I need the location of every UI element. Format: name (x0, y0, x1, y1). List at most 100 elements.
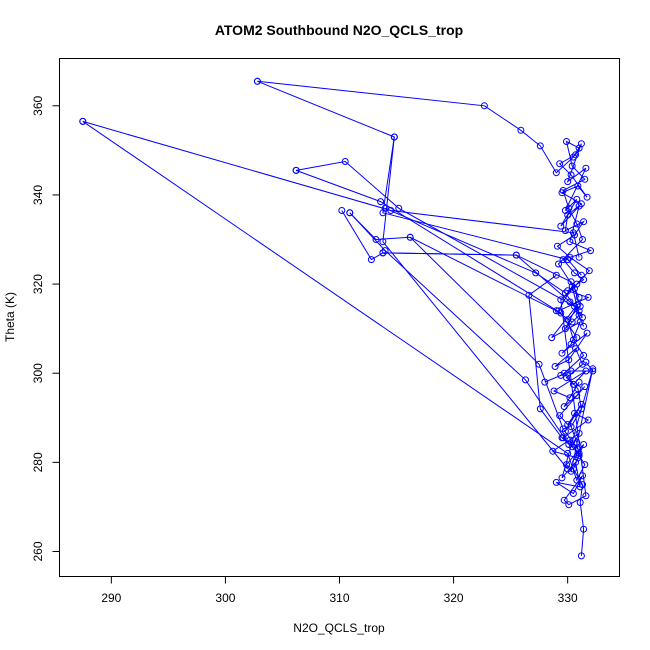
data-point (571, 302, 578, 310)
series-group (253, 77, 572, 473)
series-line (384, 207, 583, 318)
data-point (377, 198, 385, 206)
data-point (346, 209, 354, 217)
data-point (575, 307, 583, 315)
data-point (575, 144, 583, 152)
series-line (382, 252, 580, 298)
data-point (564, 256, 572, 264)
data-point (575, 378, 583, 386)
data-point (577, 552, 585, 560)
data-point (565, 356, 573, 364)
data-point (536, 142, 544, 150)
series-line (295, 169, 578, 338)
data-point (564, 178, 572, 186)
y-axis-label: Theta (K) (3, 292, 17, 342)
data-point (573, 438, 581, 446)
data-point (571, 285, 578, 292)
data-point (553, 242, 561, 250)
data-point (395, 204, 403, 212)
series-group (379, 133, 585, 279)
data-point (580, 218, 588, 226)
series-line (382, 136, 582, 276)
data-point (567, 278, 575, 286)
x-tick-label: 320 (444, 591, 464, 605)
data-point (571, 409, 578, 417)
series-group (525, 271, 583, 457)
data-point (589, 367, 597, 375)
data-point (572, 151, 580, 159)
data-point (577, 400, 585, 408)
data-point (582, 492, 590, 500)
data-point (381, 247, 389, 255)
data-point (406, 233, 414, 241)
data-point (566, 394, 574, 402)
y-tick-label: 300 (31, 363, 45, 383)
data-point (581, 383, 589, 391)
y-tick-label: 320 (31, 274, 45, 294)
data-point (575, 452, 583, 460)
data-point (575, 202, 583, 210)
series-group (381, 204, 586, 321)
data-point (253, 77, 261, 85)
y-tick-label: 340 (31, 185, 45, 205)
data-point (561, 227, 569, 235)
data-point (581, 175, 589, 183)
data-point (560, 403, 568, 411)
data-point (522, 376, 529, 384)
data-point (79, 117, 87, 125)
data-point (563, 138, 570, 145)
series-line (257, 80, 594, 556)
x-axis-label: N2O_QCLS_trop (293, 621, 385, 635)
y-tick-label: 280 (31, 452, 45, 472)
data-point (569, 380, 577, 388)
data-point (573, 220, 581, 228)
y-axis: 260 280 300 320 340 360 (31, 95, 60, 562)
data-point (559, 187, 567, 194)
data-point (576, 499, 584, 506)
series-group (406, 233, 582, 453)
data-point (536, 405, 544, 413)
y-tick-label: 260 (31, 541, 45, 561)
x-tick-label: 310 (329, 591, 349, 605)
data-point (587, 247, 594, 255)
data-point (558, 434, 566, 442)
data-point (573, 334, 581, 342)
data-point (575, 293, 583, 301)
data-point (558, 349, 566, 357)
series-group (292, 166, 581, 342)
data-point (561, 427, 569, 435)
series-line (82, 120, 586, 482)
data-point (512, 251, 520, 259)
data-point (569, 490, 577, 497)
series-group (541, 358, 597, 386)
data-point (585, 267, 593, 275)
data-point (573, 195, 581, 203)
plot-area-frame (59, 58, 620, 577)
data-point (558, 474, 566, 482)
data-point (292, 166, 300, 174)
data-point (580, 322, 588, 330)
data-point (561, 289, 569, 297)
data-point (557, 371, 565, 379)
data-point (568, 318, 576, 326)
data-point (574, 182, 582, 190)
data-point (581, 461, 589, 469)
data-point (567, 367, 575, 375)
series-group (346, 209, 573, 448)
data-point (565, 441, 573, 448)
data-point (576, 483, 584, 491)
data-point (589, 365, 597, 373)
data-point (552, 478, 560, 486)
data-point (567, 171, 575, 179)
data-point (525, 291, 533, 299)
series-line (82, 120, 580, 258)
data-point (548, 334, 556, 342)
data-point (580, 441, 588, 448)
data-point (572, 345, 580, 353)
series-group (79, 117, 589, 484)
data-point (381, 204, 389, 212)
data-point (577, 200, 585, 208)
series-line (349, 212, 570, 445)
series-group (253, 77, 597, 560)
data-point (567, 423, 575, 431)
